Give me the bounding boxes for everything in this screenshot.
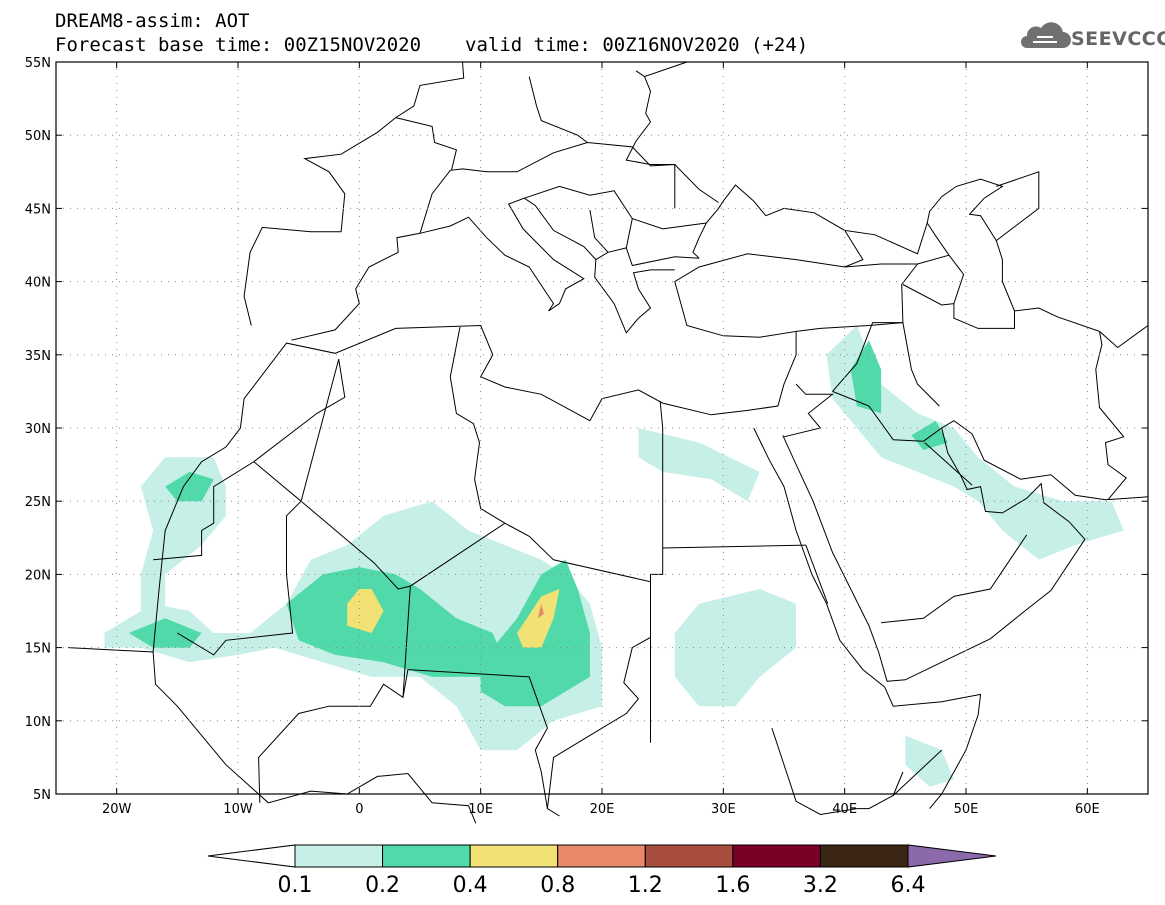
aot-field-chad-hotspot xyxy=(517,589,560,648)
lat-tick-label: 20N xyxy=(25,568,51,583)
boundary-line xyxy=(419,141,719,234)
lon-tick-label: 10W xyxy=(223,802,253,817)
aot-field-niger-hotspot xyxy=(347,589,384,633)
colorbar-swatch xyxy=(469,844,559,868)
colorbar-level-label: 0.2 xyxy=(365,873,400,898)
colorbar-level-label: 0.4 xyxy=(453,873,488,898)
lat-tick-label: 10N xyxy=(25,715,51,730)
colorbar-swatch xyxy=(732,844,821,868)
boundary-line xyxy=(546,636,651,809)
lon-tick-label: 60E xyxy=(1075,802,1100,817)
boundary-line xyxy=(291,197,675,341)
cloud-icon xyxy=(1021,22,1071,48)
seevccc-logo: SEEVCCC xyxy=(1019,20,1165,60)
boundary-line xyxy=(402,586,411,698)
colorbar-swatch xyxy=(644,844,734,868)
boundary-line xyxy=(625,218,633,249)
aot-field-western-sahara xyxy=(165,471,214,502)
colorbar-swatch xyxy=(557,844,646,868)
boundary-line xyxy=(589,209,609,253)
product-title: DREAM8-assim: AOT xyxy=(55,10,250,32)
boundary-line xyxy=(892,771,904,796)
colorbar-high-arrow xyxy=(907,844,997,868)
aot-contour-fields xyxy=(104,325,1124,787)
boundary-line xyxy=(832,390,942,442)
colorbar-swatch xyxy=(382,844,471,868)
boundary-line xyxy=(1099,325,1149,349)
lon-tick-label: 20W xyxy=(102,802,132,817)
boundary-line xyxy=(926,178,1015,329)
lat-tick-label: 55N xyxy=(25,56,51,71)
colorbar: 0.1 0.2 0.4 0.8 1.2 1.6 3.2 6.4 xyxy=(207,844,997,898)
lat-tick-label: 25N xyxy=(25,495,51,510)
aot-field-central-sahel xyxy=(286,567,505,677)
lon-tick-label: 20E xyxy=(590,802,615,817)
boundary-line xyxy=(395,117,457,171)
lon-tick-label: 10E xyxy=(468,802,493,817)
longitude-ticks: 20W 10W 0 10E 20E 30E 40E 50E 60E xyxy=(102,62,1100,817)
boundary-line xyxy=(902,284,954,306)
coastlines-borders xyxy=(68,61,1149,824)
boundary-line xyxy=(753,427,982,809)
base-time: Forecast base time: 00Z15NOV2020 xyxy=(55,34,422,56)
boundary-line xyxy=(243,61,465,326)
boundary-line xyxy=(524,185,707,230)
colorbar-level-label: 1.2 xyxy=(628,873,663,898)
boundary-line xyxy=(300,359,664,590)
boundary-line xyxy=(805,544,829,604)
boundary-line xyxy=(782,420,1149,682)
colorbar-level-label: 6.4 xyxy=(891,873,926,898)
colorbar-swatch xyxy=(294,844,384,868)
lon-tick-label: 40E xyxy=(832,802,857,817)
lat-tick-label: 50N xyxy=(25,129,51,144)
boundary-line xyxy=(253,359,346,463)
boundary-line xyxy=(528,76,588,143)
boundary-line xyxy=(881,534,1028,624)
boundary-line xyxy=(635,61,688,78)
colorbar-level-label: 3.2 xyxy=(803,873,838,898)
lon-tick-label: 0 xyxy=(355,802,363,817)
boundary-line xyxy=(68,647,477,824)
lat-tick-label: 15N xyxy=(25,642,51,657)
aot-field-egypt-libya xyxy=(638,428,760,502)
boundary-line xyxy=(595,247,700,267)
boundary-line xyxy=(258,669,560,817)
lon-tick-label: 30E xyxy=(711,802,736,817)
logo-text: SEEVCCC xyxy=(1071,28,1165,50)
boundary-line xyxy=(662,544,806,549)
boundary-line xyxy=(844,263,919,323)
boundary-line xyxy=(1014,307,1127,501)
valid-time: valid time: 00Z16NOV2020 (+24) xyxy=(465,34,809,56)
colorbar-low-arrow xyxy=(207,844,296,868)
aot-field-senegal xyxy=(128,618,202,648)
colorbar-level-label: 1.6 xyxy=(715,873,750,898)
aot-field-arabia-gulf xyxy=(826,325,1124,560)
colorbar-level-label: 0.8 xyxy=(540,873,575,898)
lat-tick-label: 45N xyxy=(25,202,51,217)
boundary-line xyxy=(844,222,928,255)
lat-tick-label: 30N xyxy=(25,422,51,437)
boundary-line xyxy=(625,76,676,209)
time-line: Forecast base time: 00Z15NOV2020 valid ti… xyxy=(55,34,808,56)
boundary-line xyxy=(152,184,864,653)
boundary-line xyxy=(796,322,903,332)
boundary-line xyxy=(995,171,1040,241)
lat-tick-label: 35N xyxy=(25,349,51,364)
boundary-line xyxy=(924,442,973,486)
boundary-line xyxy=(449,326,506,524)
lat-tick-label: 40N xyxy=(25,276,51,291)
latitude-ticks: 5N 10N 15N 20N 25N 30N 35N 40N 45N 50N 55N xyxy=(25,56,1148,803)
colorbar-level-label: 0.1 xyxy=(278,873,313,898)
lat-tick-label: 5N xyxy=(33,788,51,803)
boundary-line xyxy=(783,383,834,438)
boundary-line xyxy=(917,254,950,265)
colorbar-swatch xyxy=(819,844,909,868)
aot-field-chad-core xyxy=(537,603,544,619)
aot-field-west-africa-coast xyxy=(140,457,226,619)
lon-tick-label: 50E xyxy=(954,802,979,817)
